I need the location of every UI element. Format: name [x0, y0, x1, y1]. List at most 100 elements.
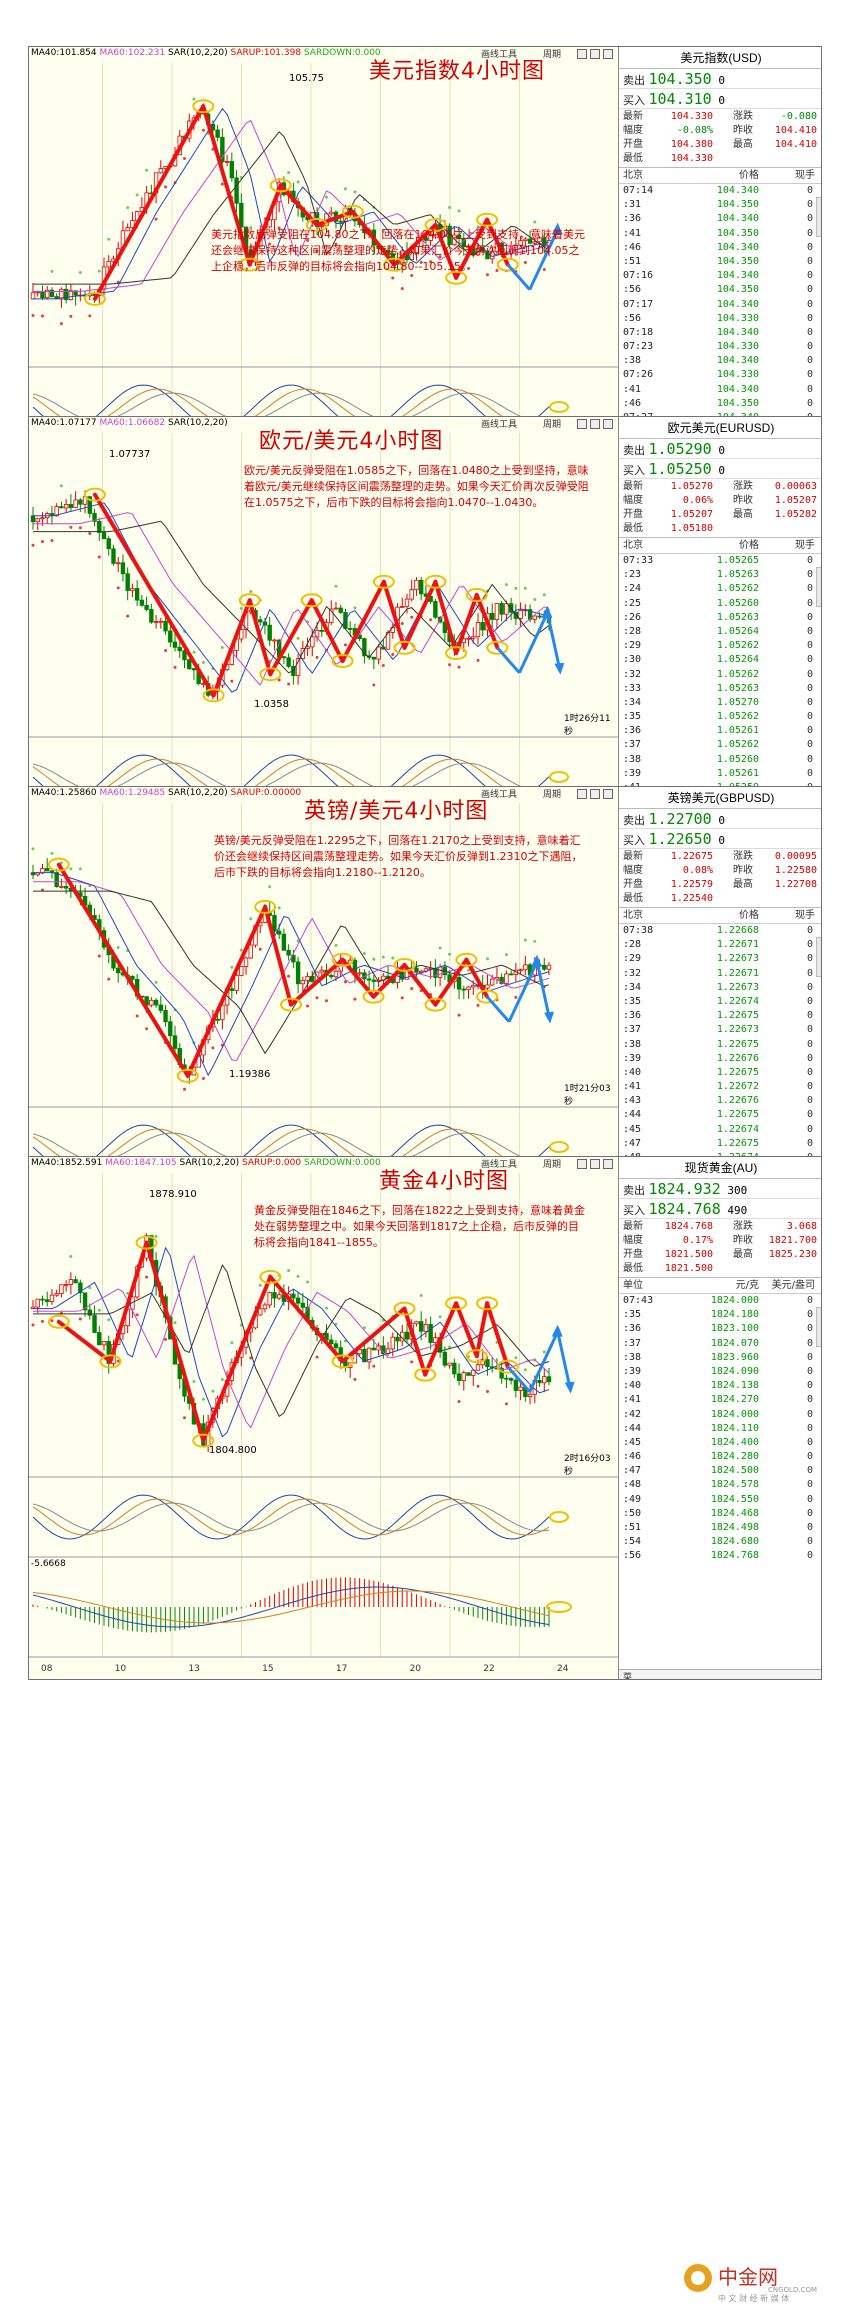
tick-time: :51: [623, 255, 642, 267]
tick-row: :30 1.05264 0: [619, 653, 821, 667]
sar-dot: [258, 947, 262, 951]
close-window-button[interactable]: [603, 789, 613, 799]
tick-scrollbar[interactable]: [816, 937, 821, 977]
draw-tools-menu[interactable]: 画线工具: [481, 50, 518, 60]
tick-row: :41 104.350 0: [619, 227, 821, 241]
stat-label: 最高: [733, 1249, 753, 1260]
minimize-window-button[interactable]: [577, 1159, 587, 1169]
candle-body: [63, 886, 69, 889]
tick-row: :50 1824.468 0: [619, 1507, 821, 1521]
tick-volume: 0: [806, 981, 813, 993]
restore-window-button[interactable]: [590, 789, 600, 799]
col-header-time: 北京: [623, 170, 643, 181]
tick-row: :32 1.22671 0: [619, 967, 821, 981]
stat-row: 最低 1.05180: [619, 522, 821, 536]
sar-dot: [343, 980, 347, 984]
sar-dot: [514, 586, 518, 590]
period-menu[interactable]: 周期: [543, 420, 562, 430]
sell-row[interactable]: 卖出 1.05290 0: [619, 439, 821, 459]
chart-area[interactable]: 08 10 13 15 17 20 22 24 1878.910 1804.800 MA40:185…: [29, 1157, 619, 1679]
indicator-legend: MA40:1852.591 MA60:1847.105 SAR(10,2,20)…: [31, 1158, 381, 1168]
stat-label: [713, 522, 753, 536]
sar-dot: [438, 1315, 442, 1319]
candle-body: [149, 609, 154, 623]
col-header-vol: 美元/盎司: [771, 1280, 815, 1291]
tick-time: :41: [623, 1394, 642, 1406]
buy-row[interactable]: 买入 1.05250 0: [619, 459, 821, 479]
tick-scrollbar[interactable]: [816, 1307, 821, 1347]
sar-dot: [353, 606, 357, 610]
candle-body: [504, 603, 509, 615]
draw-tools-menu[interactable]: 画线工具: [481, 790, 518, 800]
restore-window-button[interactable]: [590, 1159, 600, 1169]
stat-label: 幅度: [623, 865, 643, 876]
tick-volume: 0: [806, 1081, 813, 1093]
close-window-button[interactable]: [603, 49, 613, 59]
close-window-button[interactable]: [603, 1159, 613, 1169]
candle-body: [489, 978, 495, 986]
tick-row: 07:18 104.340 0: [619, 326, 821, 340]
tick-volume: 0: [806, 583, 813, 595]
period-menu[interactable]: 周期: [543, 790, 562, 800]
tick-time: 07:26: [623, 369, 654, 381]
tick-volume: 0: [806, 1024, 813, 1036]
tick-price: 1.05263: [716, 611, 759, 623]
tick-row: :29 1.22673 0: [619, 952, 821, 966]
candle-body: [295, 1297, 301, 1304]
candle-body: [35, 872, 40, 876]
tick-price: 1824.400: [710, 1436, 759, 1448]
bar-countdown: 1时26分11秒: [564, 714, 611, 737]
tick-time: :25: [623, 597, 642, 609]
tick-volume: 0: [806, 1436, 813, 1448]
sell-label: 卖出: [623, 74, 649, 87]
tick-row: :47 1824.500 0: [619, 1464, 821, 1478]
buy-row[interactable]: 买入 104.310 0: [619, 89, 821, 109]
candle-body: [319, 629, 324, 632]
tick-time: :51: [623, 1522, 642, 1533]
period-menu[interactable]: 周期: [543, 1160, 562, 1170]
sar-dot: [485, 957, 489, 961]
pivot-circle: [546, 1601, 572, 1613]
stat-value: -0.080: [780, 111, 817, 122]
sell-row[interactable]: 卖出 1824.932 300: [619, 1179, 821, 1199]
minimize-window-button[interactable]: [577, 49, 587, 59]
candle-body: [272, 915, 277, 932]
indicator-ma60: MA60:102.231: [99, 48, 168, 58]
sell-row[interactable]: 卖出 104.350 0: [619, 69, 821, 89]
tick-price: 1.22674: [716, 995, 759, 1007]
candle-body: [158, 1004, 164, 1011]
pivot-circle: [549, 1141, 569, 1153]
minimize-window-button[interactable]: [577, 789, 587, 799]
candle-body: [106, 538, 111, 550]
buy-row[interactable]: 买入 1824.768 490: [619, 1199, 821, 1219]
candle-body: [120, 562, 126, 575]
pivot-circle: [192, 99, 215, 114]
buy-row[interactable]: 买入 1.22650 0: [619, 829, 821, 849]
trend-arrow: [474, 593, 500, 650]
oscillator-line: [32, 1494, 550, 1540]
sar-dot: [457, 665, 461, 669]
sar-dot: [542, 267, 546, 271]
pivot-circle: [305, 218, 328, 232]
tick-scrollbar[interactable]: [816, 567, 821, 607]
tick-volume: 0: [806, 1380, 813, 1392]
candle-body: [30, 515, 36, 523]
sar-dot: [40, 1319, 44, 1323]
restore-window-button[interactable]: [590, 419, 600, 429]
restore-window-button[interactable]: [590, 49, 600, 59]
sar-dot: [78, 526, 82, 530]
period-menu[interactable]: 周期: [543, 50, 562, 60]
candle-body: [54, 506, 59, 517]
quote-footer[interactable]: 菜: [619, 1669, 821, 1679]
candle-body: [177, 646, 182, 652]
tick-price: 1823.100: [710, 1323, 759, 1335]
draw-tools-menu[interactable]: 画线工具: [481, 420, 518, 430]
sell-row[interactable]: 卖出 1.22700 0: [619, 809, 821, 829]
close-window-button[interactable]: [603, 419, 613, 429]
tick-time: 07:23: [623, 341, 654, 353]
draw-tools-menu[interactable]: 画线工具: [481, 1160, 518, 1170]
analysis-note: 欧元/美元反弹受阻在1.0585之下，回落在1.0480之上受到坚持，意味着欧元…: [244, 464, 589, 509]
pivot-circle: [202, 688, 225, 703]
minimize-window-button[interactable]: [577, 419, 587, 429]
tick-scrollbar[interactable]: [816, 197, 821, 237]
